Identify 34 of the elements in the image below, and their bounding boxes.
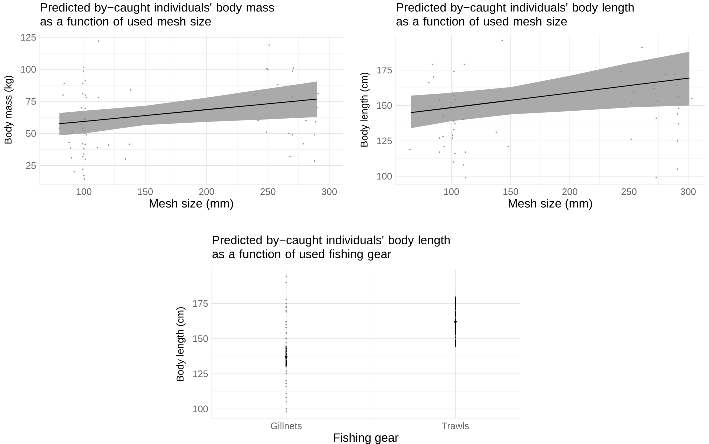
x-tick-label: 100 [76, 188, 92, 196]
x-tick-label: 300 [680, 188, 696, 196]
y-tick-label: 50 [26, 130, 36, 138]
y-tick-label: 25 [26, 162, 36, 170]
x-axis-title: Mesh size (mm) [150, 199, 234, 210]
x-tick-label: 250 [622, 188, 637, 196]
x-tick-label: 150 [504, 188, 518, 196]
chart-title: Predicted by−caught individuals' body mass as a function of used mesh size [40, 3, 274, 26]
x-tick-label: Trawls [442, 422, 470, 430]
y-tick-label: 100 [193, 406, 208, 413]
x-tick-label: 100 [444, 188, 460, 196]
y-axis-title: Body length (cm) [176, 307, 186, 382]
y-tick-label: 150 [193, 336, 208, 342]
y-tick-label: 100 [21, 66, 36, 73]
x-axis-title: Mesh size (mm) [508, 199, 592, 210]
x-tick-label: 200 [562, 188, 578, 196]
y-tick-label: 125 [193, 370, 208, 378]
chart-title: Predicted by−caught individuals' body length as a function of used mesh size [396, 3, 634, 26]
chart-title: Predicted by−caught individuals' body length as a function of used fishing gear [212, 236, 450, 261]
x-tick-label: 300 [322, 188, 338, 196]
y-tick-label: 150 [377, 102, 392, 110]
y-axis-title: Body mass (kg) [4, 76, 14, 144]
x-tick-label: 200 [199, 188, 214, 196]
x-axis-title: Fishing gear [334, 433, 399, 444]
x-tick-label: 250 [260, 188, 276, 196]
x-tick-label: 150 [138, 188, 154, 196]
y-axis-title: Body length (cm) [360, 72, 370, 147]
y-tick-label: 175 [377, 67, 392, 74]
y-tick-label: 125 [377, 138, 392, 144]
y-tick-label: 175 [193, 300, 208, 308]
y-tick-label: 100 [377, 173, 392, 180]
x-tick-label: Gillnets [271, 422, 302, 430]
y-tick-label: 125 [21, 34, 36, 41]
y-tick-label: 75 [26, 98, 36, 105]
